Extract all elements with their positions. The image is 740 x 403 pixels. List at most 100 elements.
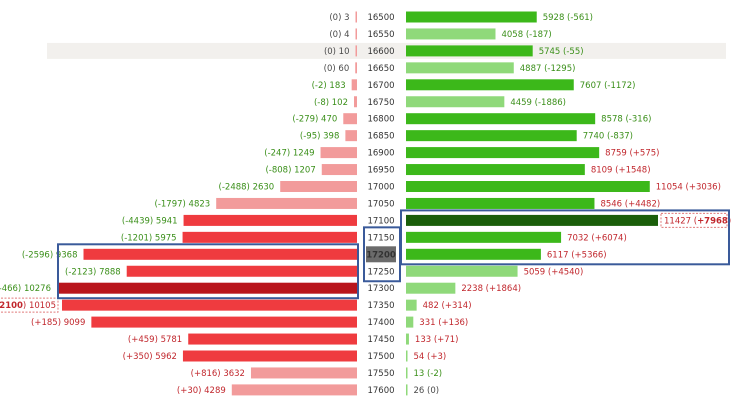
left-bar: [57, 282, 357, 294]
right-value-label: 54 (+3): [414, 352, 447, 362]
right-value-label: 11054 (+3036): [656, 183, 721, 193]
right-value-label: 8546 (+4482): [600, 199, 660, 209]
right-bar: [406, 62, 514, 74]
right-value-label: 5928 (-561): [543, 13, 593, 23]
right-value-label: 8759 (+575): [605, 149, 659, 159]
strike-label: 17450: [367, 335, 394, 345]
left-value-label: (-247) 1249: [264, 149, 314, 159]
left-bar: [126, 265, 357, 277]
left-value-label: (-2) 183: [312, 81, 346, 91]
right-value-label: 6117 (+5366): [547, 250, 607, 260]
strike-label: 17000: [367, 183, 394, 193]
strike-label: 16800: [367, 115, 394, 125]
left-bar: [355, 28, 357, 40]
left-value-label: (-1201) 5975: [121, 233, 177, 243]
left-value-label: (0) 60: [324, 64, 350, 74]
right-value-label: 4887 (-1295): [520, 64, 576, 74]
left-bar: [351, 79, 357, 91]
left-bar: [231, 384, 357, 396]
right-bar: [406, 299, 417, 311]
right-value-label: 11427 (+7968): [664, 216, 731, 226]
right-bar: [406, 164, 585, 176]
right-value-label: 8578 (-316): [601, 115, 651, 125]
right-bar: [406, 130, 577, 142]
right-value-label: 133 (+71): [415, 335, 459, 345]
left-bar: [183, 214, 357, 226]
left-bar: [216, 197, 357, 209]
right-value-label: 13 (-2): [414, 369, 443, 379]
right-value-label: 482 (+314): [423, 301, 472, 311]
strike-label: 17050: [367, 199, 394, 209]
left-value-label: (-466) 10276: [0, 284, 51, 294]
right-bar: [406, 79, 574, 91]
left-bar: [83, 248, 358, 260]
strike-label: 17250: [367, 267, 394, 277]
strike-label: 16650: [367, 64, 394, 74]
left-value-label: (0) 4: [329, 30, 349, 40]
strike-label: 17300: [367, 284, 394, 294]
right-value-label: 8109 (+1548): [591, 166, 651, 176]
right-bar: [406, 45, 533, 57]
left-value-label: (0) 10: [324, 47, 350, 57]
right-value-label: 5745 (-55): [539, 47, 584, 57]
right-label-dashed-box: [660, 212, 728, 228]
strike-label: 16900: [367, 149, 394, 159]
right-value-label: 4459 (-1886): [510, 98, 566, 108]
strike-label: 16700: [367, 81, 394, 91]
strike-label: 17350: [367, 301, 394, 311]
strike-label: 17150: [367, 233, 394, 243]
left-value-label: (-4439) 5941: [122, 216, 178, 226]
right-bar: [406, 147, 600, 159]
highlight-box-left: [57, 243, 359, 300]
right-value-label: 5059 (+4540): [524, 267, 584, 277]
right-bar: [406, 28, 496, 40]
left-value-label: (-808) 1207: [265, 166, 315, 176]
right-value-label: 4058 (-187): [501, 30, 551, 40]
strike-label: 16750: [367, 98, 394, 108]
left-bar: [182, 231, 357, 243]
right-value-label: 2238 (+1864): [461, 284, 521, 294]
right-bar: [406, 181, 650, 192]
left-value-label: (-2596) 9368: [22, 250, 78, 260]
left-bar: [61, 299, 357, 311]
right-bar: [406, 265, 518, 277]
left-bar: [355, 45, 357, 57]
right-bar: [406, 316, 414, 328]
right-bar: [406, 350, 408, 362]
left-value-label: (+459) 5781: [128, 335, 182, 345]
right-bar: [406, 197, 595, 209]
right-value-label: 331 (+136): [419, 318, 468, 328]
right-bar: [406, 113, 596, 125]
left-value-label: (+350) 5962: [123, 352, 177, 362]
left-value-label: (+816) 3632: [191, 369, 245, 379]
right-bar: [406, 384, 408, 396]
right-bar: [406, 367, 408, 379]
left-bar: [345, 130, 357, 142]
strike-label: 17500: [367, 352, 394, 362]
strike-label: 17400: [367, 318, 394, 328]
left-bar: [354, 96, 357, 108]
left-bar: [188, 333, 357, 345]
left-bar: [250, 367, 357, 379]
left-bar: [91, 316, 357, 328]
right-bar: [406, 96, 505, 108]
strike-label: 17100: [367, 216, 394, 226]
highlight-box-right: [400, 209, 730, 266]
strike-label: 17200: [366, 250, 396, 260]
right-bar: [406, 248, 541, 260]
left-bar: [320, 147, 357, 159]
right-value-label: 7607 (-1172): [580, 81, 636, 91]
right-bar: [406, 333, 409, 345]
strike-label: 17550: [367, 369, 394, 379]
right-bar: [406, 282, 456, 294]
right-value-label: 26 (0): [414, 386, 440, 396]
right-value-label: 7740 (-837): [583, 132, 633, 142]
left-value-label: (+2100) 10105: [0, 301, 56, 311]
strike-label: 16600: [367, 47, 394, 57]
right-bar: [406, 214, 658, 226]
left-value-label: (-95) 398: [300, 132, 339, 142]
left-label-dashed-box: [0, 297, 59, 313]
left-bar: [355, 11, 357, 23]
left-bar: [182, 350, 357, 362]
